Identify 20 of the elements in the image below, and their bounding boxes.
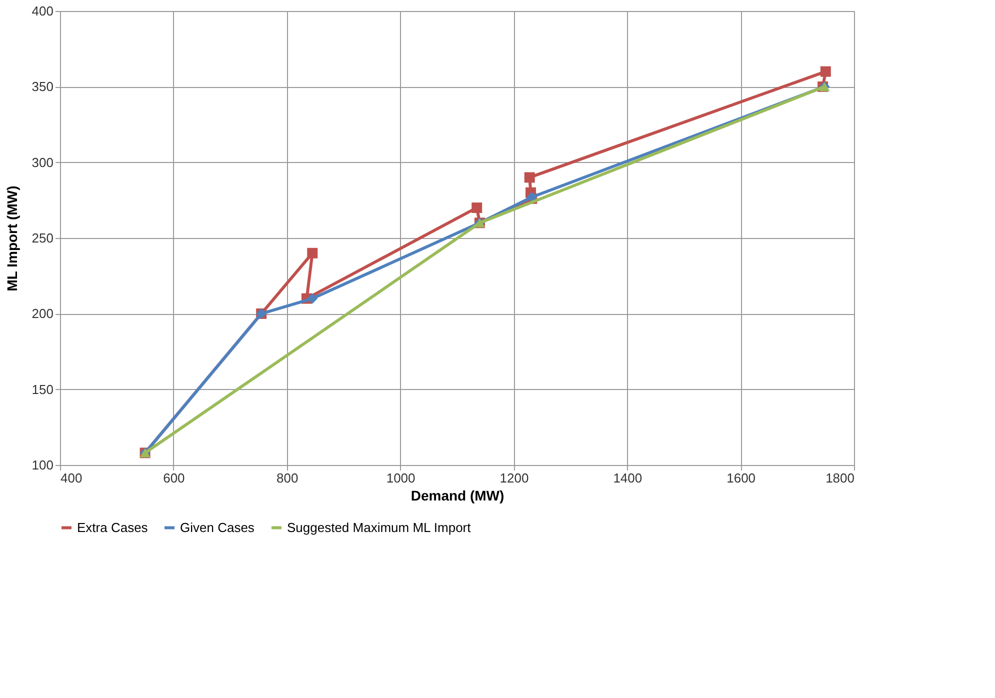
x-tick-label: 1800 bbox=[826, 470, 854, 486]
y-axis-title: ML Import (MW) bbox=[4, 186, 20, 292]
y-tick-label: 100 bbox=[32, 458, 54, 472]
x-tick-label: 400 bbox=[60, 470, 82, 486]
y-tick-label: 250 bbox=[32, 230, 54, 246]
x-tick-label: 1200 bbox=[500, 470, 529, 486]
y-tick-label: 400 bbox=[32, 4, 54, 18]
x-tick-label: 600 bbox=[163, 470, 185, 486]
x-axis-title: Demand (MW) bbox=[410, 488, 504, 504]
legend-label: Given Cases bbox=[180, 520, 255, 535]
y-tick-label: 150 bbox=[32, 382, 54, 397]
legend-label: Suggested Maximum ML Import bbox=[287, 520, 472, 535]
y-tick-label: 300 bbox=[32, 154, 54, 170]
y-tick-label: 350 bbox=[32, 79, 54, 94]
legend-label: Extra Cases bbox=[77, 520, 148, 535]
y-tick-label: 200 bbox=[32, 306, 54, 322]
x-tick-label: 1400 bbox=[613, 470, 642, 486]
x-tick-label: 1600 bbox=[726, 470, 756, 486]
x-tick-label: 800 bbox=[276, 470, 298, 486]
x-tick-label: 1000 bbox=[386, 470, 416, 486]
